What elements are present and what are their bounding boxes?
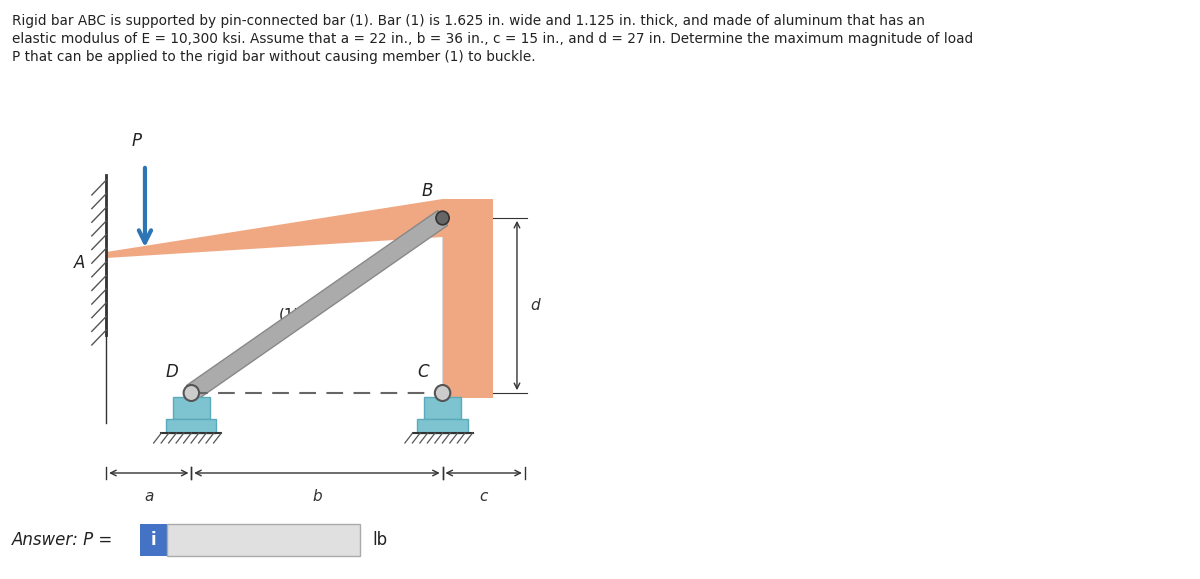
Bar [466,199,493,227]
Bar [173,397,210,419]
Text: (1): (1) [278,308,300,323]
Text: D: D [166,363,178,381]
Text: C: C [418,363,430,381]
Bar [418,419,468,433]
Text: lb: lb [372,531,388,549]
Bar [425,397,461,419]
Circle shape [434,385,450,401]
Text: i: i [151,531,156,549]
Text: d: d [530,298,540,313]
Polygon shape [107,199,493,258]
Wedge shape [466,227,493,255]
Text: b: b [312,489,322,504]
Text: elastic modulus of E = 10,300 ksi. Assume that a = 22 in., b = 36 in., c = 15 in: elastic modulus of E = 10,300 ksi. Assum… [12,32,973,46]
Text: c: c [480,489,488,504]
Bar [167,419,216,433]
Bar [140,524,167,556]
Bar [167,524,360,556]
Text: P: P [132,132,142,150]
Text: Answer: P =: Answer: P = [12,531,118,549]
Text: Rigid bar ABC is supported by pin-connected bar (1). Bar (1) is 1.625 in. wide a: Rigid bar ABC is supported by pin-connec… [12,14,924,28]
Polygon shape [186,211,448,401]
Polygon shape [443,199,493,398]
Text: P that can be applied to the rigid bar without causing member (1) to buckle.: P that can be applied to the rigid bar w… [12,50,535,64]
Circle shape [184,385,199,401]
Text: A: A [73,254,85,272]
Text: a: a [144,489,154,504]
Circle shape [436,211,449,225]
Text: B: B [421,182,433,200]
